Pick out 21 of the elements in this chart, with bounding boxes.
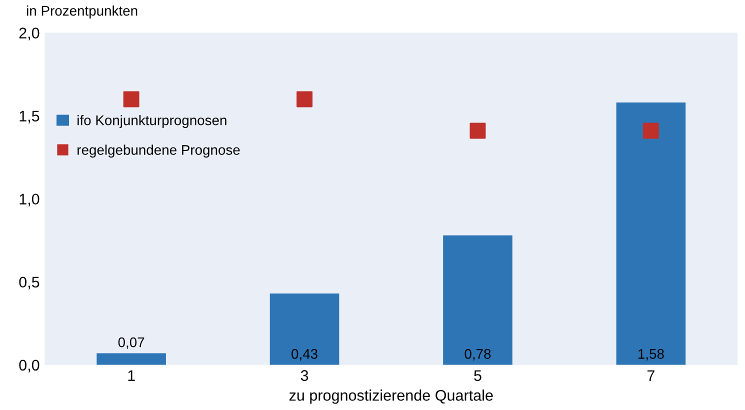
x-tick-label: 5	[474, 370, 482, 381]
data-label: 1,58	[638, 349, 664, 360]
data-label: 0,78	[464, 349, 491, 360]
data-label: 0,43	[292, 349, 318, 360]
bar	[443, 235, 512, 365]
bar	[270, 294, 340, 365]
data-label: 0,07	[118, 337, 144, 349]
y-tick-label: 1,0	[20, 194, 40, 206]
y-tick-label: 0,5	[19, 276, 40, 290]
y-axis-title: in Prozentpunkten	[27, 6, 138, 18]
x-tick-label: 7	[647, 370, 654, 381]
y-tick-label: 0,0	[19, 360, 40, 372]
x-axis-title: zu prognostizierende Quartale	[289, 390, 493, 404]
y-tick-label: 2,0	[19, 28, 40, 40]
bar	[616, 102, 686, 365]
bar	[96, 353, 166, 365]
legend-label: regelgebundene Prognose	[78, 144, 240, 158]
legend-label: ifo Konjunkturprognosen	[78, 115, 226, 128]
x-tick-label: 1	[128, 370, 135, 381]
x-tick-label: 3	[300, 370, 308, 381]
y-tick-label: 1,5	[20, 110, 40, 124]
